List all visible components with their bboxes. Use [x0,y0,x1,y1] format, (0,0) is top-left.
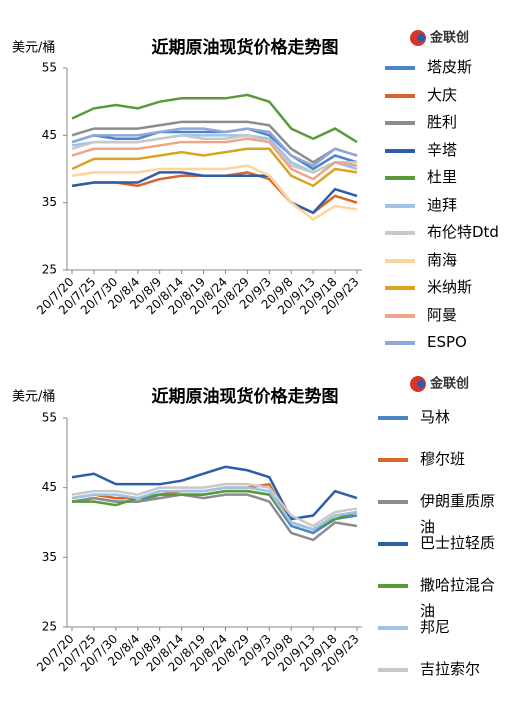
series-line [71,486,358,531]
legend-item: 巴士拉轻质 [378,534,508,556]
legend-swatch [378,668,408,672]
legend-item: 穆尔班 [378,450,508,472]
legend-swatch [385,258,415,263]
legend-label: 南海 [427,250,458,269]
logo-icon-inner [417,34,425,42]
y-tick-label: 55 [42,61,57,75]
y-tick-label: 45 [42,480,57,494]
legend-label: 穆尔班 [420,450,466,468]
legend-label: 胜利 [427,113,458,131]
y-tick-label: 35 [42,195,57,209]
legend-swatch [378,416,408,420]
series-line [71,137,358,181]
logo-text: 金联创 [429,30,469,46]
series-line [71,164,358,222]
legend-swatch [385,93,415,98]
legend-item: 吉拉索尔 [378,660,508,682]
y-tick-label: 55 [42,411,57,425]
legend-label: 迪拜 [427,195,458,214]
y-tick-label: 45 [42,128,57,142]
legend-item: 布伦特Dtd [385,223,515,245]
legend-swatch [385,203,415,208]
legend-item: 迪拜 [385,196,515,218]
legend-item: 马林 [378,408,508,430]
legend-label: 米纳斯 [427,278,473,296]
chart-title: 近期原油现货价格走势图 [152,37,339,58]
legend-swatch [385,121,415,125]
legend-label: 吉拉索尔 [420,660,481,678]
series-line [71,147,358,188]
legend-label: 塔皮斯 [427,58,473,76]
logo-text: 金联创 [429,376,469,392]
legend-label: 大庆 [427,85,458,104]
legend-swatch [385,66,415,70]
legend-item: 辛塔 [385,141,515,163]
legend-label: ESPO [427,333,467,351]
legend-item: 杜里 [385,168,515,190]
legend-swatch [385,341,415,345]
series-line [71,493,358,542]
legend-item: 伊朗重质原油 [378,492,508,540]
series-line [71,120,358,164]
y-tick-label: 25 [42,263,57,277]
legend-item: 南海 [385,251,515,273]
legend-label: 杜里 [427,168,458,186]
legend-swatch [385,148,415,153]
legend-label: 辛塔 [427,140,458,159]
legend-label: 巴士拉轻质 [420,534,496,552]
series-line [71,127,358,171]
legend-item: 撒哈拉混合油 [378,576,508,624]
legend-item: 大庆 [385,86,515,108]
legend-item: 胜利 [385,113,515,135]
legend-swatch [385,231,415,235]
legend-swatch [378,626,408,630]
legend-label: 邦尼 [420,618,451,636]
legend-item: 阿曼 [385,306,515,328]
series-line [71,127,358,168]
legend-label: 伊朗重质原油 [420,492,496,536]
legend-item: 邦尼 [378,618,508,640]
legend-swatch [378,458,408,462]
legend-swatch [378,542,408,546]
y-axis-label: 美元/桶 [12,41,55,56]
legend-label: 马林 [420,408,451,426]
chart-title: 近期原油现货价格走势图 [152,386,339,407]
legend-swatch [378,584,408,588]
y-axis-label: 美元/桶 [12,390,55,405]
legend-item: ESPO [385,333,515,355]
series-line [71,482,358,528]
legend-label: 阿曼 [427,305,458,324]
legend-item: 米纳斯 [385,278,515,300]
y-tick-label: 25 [42,620,57,634]
series-line [71,171,358,215]
legend-swatch [385,313,415,318]
legend-swatch [385,176,415,180]
legend-label: 撒哈拉混合油 [420,576,496,620]
series-line [71,465,358,521]
legend-item: 塔皮斯 [385,58,515,80]
y-tick-label: 35 [42,550,57,564]
series-line [71,134,357,174]
legend-swatch [385,286,415,290]
legend-label: 布伦特Dtd [427,223,499,241]
series-line [71,93,358,144]
legend-swatch [378,500,408,504]
logo-icon-inner [417,380,425,388]
